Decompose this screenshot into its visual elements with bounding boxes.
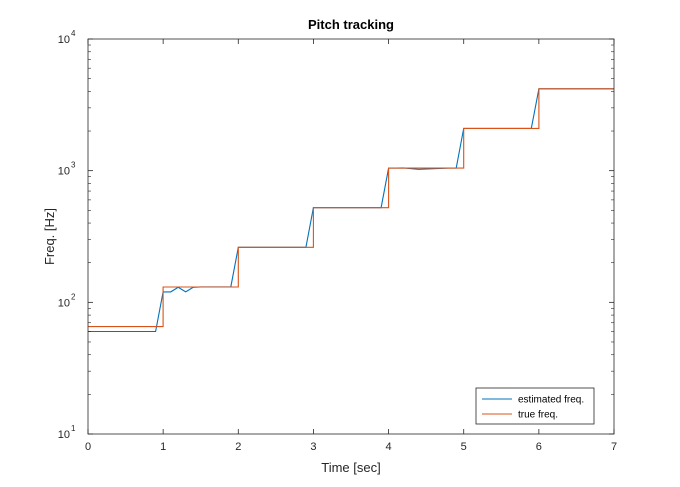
- y-tick-label: 10: [58, 297, 70, 309]
- y-tick-exponent: 4: [71, 29, 76, 38]
- y-tick-label: 10: [58, 166, 70, 178]
- legend-label: estimated freq.: [518, 395, 584, 406]
- plot-area: [88, 39, 614, 434]
- x-tick-label: 0: [85, 441, 91, 453]
- x-tick-label: 3: [310, 441, 316, 453]
- y-axis-label: Freq. [Hz]: [42, 208, 57, 265]
- series-layer: [88, 88, 614, 333]
- x-tick-label: 7: [611, 441, 617, 453]
- x-tick-label: 6: [536, 441, 542, 453]
- y-tick-exponent: 3: [71, 161, 76, 170]
- x-tick-label: 2: [235, 441, 241, 453]
- legend-box: [475, 387, 595, 425]
- series-line-true: [88, 88, 614, 328]
- legend: estimated freq. true freq.: [475, 387, 595, 425]
- y-tick-exponent: 1: [71, 424, 76, 433]
- x-axis-label: Time [sec]: [321, 460, 380, 475]
- x-tick-label: 1: [160, 441, 166, 453]
- chart-title: Pitch tracking: [308, 17, 394, 32]
- y-tick-exponent: 2: [71, 292, 76, 301]
- legend-label: true freq.: [518, 410, 558, 421]
- x-tick-label: 4: [386, 441, 392, 453]
- axes-box: [87, 38, 615, 435]
- y-tick-label: 10: [58, 429, 70, 441]
- y-tick-label: 10: [58, 34, 70, 46]
- x-tick-label: 5: [461, 441, 467, 453]
